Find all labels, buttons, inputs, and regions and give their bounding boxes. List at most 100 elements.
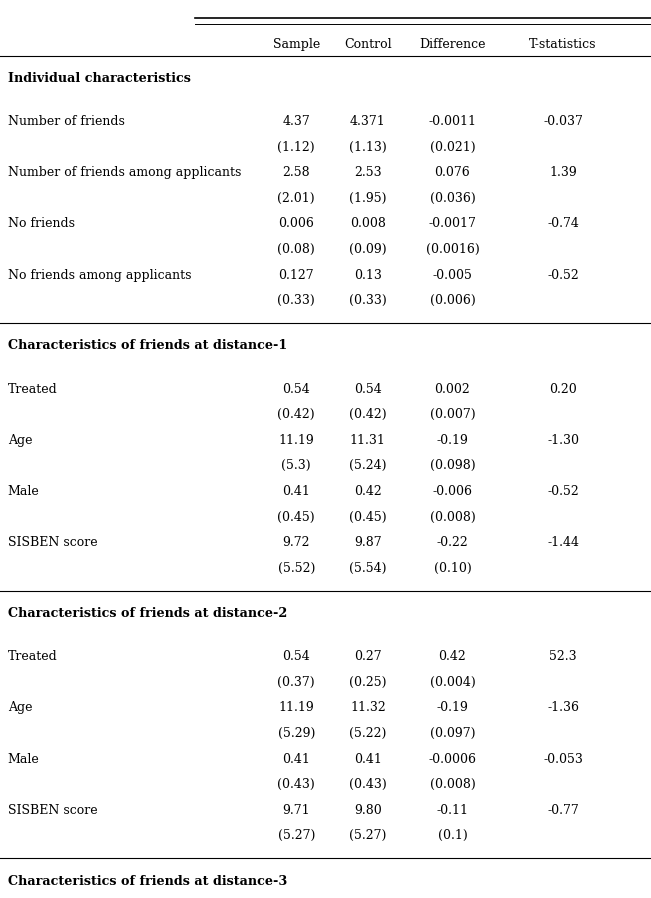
Text: -0.0011: -0.0011 xyxy=(428,115,477,128)
Text: (5.22): (5.22) xyxy=(349,727,387,740)
Text: Number of friends: Number of friends xyxy=(8,115,125,128)
Text: -0.005: -0.005 xyxy=(432,269,473,281)
Text: (0.098): (0.098) xyxy=(430,459,475,472)
Text: (0.33): (0.33) xyxy=(277,294,315,307)
Text: -0.77: -0.77 xyxy=(547,804,579,816)
Text: Treated: Treated xyxy=(8,650,57,663)
Text: 0.41: 0.41 xyxy=(283,753,310,765)
Text: SISBEN score: SISBEN score xyxy=(8,536,98,549)
Text: 0.076: 0.076 xyxy=(435,166,470,179)
Text: No friends among applicants: No friends among applicants xyxy=(8,269,191,281)
Text: Characteristics of friends at distance-2: Characteristics of friends at distance-2 xyxy=(8,607,287,620)
Text: (0.008): (0.008) xyxy=(430,510,475,524)
Text: (5.27): (5.27) xyxy=(349,830,387,842)
Text: Characteristics of friends at distance-3: Characteristics of friends at distance-3 xyxy=(8,875,287,887)
Text: Male: Male xyxy=(8,753,40,765)
Text: Characteristics of friends at distance-1: Characteristics of friends at distance-1 xyxy=(8,339,287,352)
Text: 0.42: 0.42 xyxy=(354,485,381,497)
Text: (0.43): (0.43) xyxy=(277,778,315,791)
Text: (0.09): (0.09) xyxy=(349,243,387,256)
Text: -1.44: -1.44 xyxy=(547,536,579,549)
Text: 52.3: 52.3 xyxy=(549,650,577,663)
Text: 9.87: 9.87 xyxy=(354,536,381,549)
Text: (0.1): (0.1) xyxy=(437,830,467,842)
Text: (1.95): (1.95) xyxy=(349,192,387,205)
Text: 0.41: 0.41 xyxy=(283,485,310,497)
Text: -0.19: -0.19 xyxy=(437,434,468,446)
Text: (5.24): (5.24) xyxy=(349,459,387,472)
Text: -0.037: -0.037 xyxy=(543,115,583,128)
Text: 0.54: 0.54 xyxy=(354,383,381,395)
Text: (0.37): (0.37) xyxy=(277,676,315,689)
Text: 11.19: 11.19 xyxy=(279,434,314,446)
Text: 11.19: 11.19 xyxy=(279,701,314,714)
Text: (0.097): (0.097) xyxy=(430,727,475,740)
Text: (5.27): (5.27) xyxy=(277,830,315,842)
Text: (0.43): (0.43) xyxy=(349,778,387,791)
Text: 0.42: 0.42 xyxy=(439,650,466,663)
Text: 9.71: 9.71 xyxy=(283,804,310,816)
Text: 0.54: 0.54 xyxy=(283,650,310,663)
Text: 0.008: 0.008 xyxy=(350,217,386,230)
Text: -0.0017: -0.0017 xyxy=(428,217,477,230)
Text: (0.0016): (0.0016) xyxy=(426,243,479,256)
Text: 4.371: 4.371 xyxy=(350,115,385,128)
Text: (0.036): (0.036) xyxy=(430,192,475,205)
Text: (5.29): (5.29) xyxy=(277,727,315,740)
Text: (0.45): (0.45) xyxy=(277,510,315,524)
Text: 0.006: 0.006 xyxy=(278,217,314,230)
Text: Number of friends among applicants: Number of friends among applicants xyxy=(8,166,241,179)
Text: (0.45): (0.45) xyxy=(349,510,387,524)
Text: -0.0006: -0.0006 xyxy=(428,753,477,765)
Text: 0.54: 0.54 xyxy=(283,383,310,395)
Text: Difference: Difference xyxy=(419,38,486,50)
Text: (0.08): (0.08) xyxy=(277,243,315,256)
Text: (0.25): (0.25) xyxy=(349,676,387,689)
Text: 9.72: 9.72 xyxy=(283,536,310,549)
Text: Control: Control xyxy=(344,38,392,50)
Text: 11.31: 11.31 xyxy=(350,434,386,446)
Text: 0.20: 0.20 xyxy=(549,383,577,395)
Text: -0.19: -0.19 xyxy=(437,701,468,714)
Text: -0.52: -0.52 xyxy=(547,269,579,281)
Text: (1.13): (1.13) xyxy=(349,141,387,154)
Text: 9.80: 9.80 xyxy=(354,804,381,816)
Text: (0.004): (0.004) xyxy=(430,676,475,689)
Text: (5.52): (5.52) xyxy=(277,562,315,575)
Text: (5.54): (5.54) xyxy=(349,562,387,575)
Text: SISBEN score: SISBEN score xyxy=(8,804,98,816)
Text: -0.006: -0.006 xyxy=(432,485,473,497)
Text: 0.41: 0.41 xyxy=(354,753,381,765)
Text: -0.11: -0.11 xyxy=(436,804,469,816)
Text: 11.32: 11.32 xyxy=(350,701,385,714)
Text: (0.33): (0.33) xyxy=(349,294,387,307)
Text: -1.36: -1.36 xyxy=(547,701,579,714)
Text: 0.002: 0.002 xyxy=(435,383,470,395)
Text: (0.10): (0.10) xyxy=(434,562,471,575)
Text: -0.52: -0.52 xyxy=(547,485,579,497)
Text: -1.30: -1.30 xyxy=(547,434,579,446)
Text: T-statistics: T-statistics xyxy=(529,38,597,50)
Text: Age: Age xyxy=(8,701,33,714)
Text: Sample: Sample xyxy=(273,38,320,50)
Text: -0.22: -0.22 xyxy=(437,536,468,549)
Text: (0.008): (0.008) xyxy=(430,778,475,791)
Text: 2.53: 2.53 xyxy=(354,166,381,179)
Text: 0.13: 0.13 xyxy=(354,269,381,281)
Text: 0.27: 0.27 xyxy=(354,650,381,663)
Text: (0.006): (0.006) xyxy=(430,294,475,307)
Text: 1.39: 1.39 xyxy=(549,166,577,179)
Text: (0.021): (0.021) xyxy=(430,141,475,154)
Text: (0.42): (0.42) xyxy=(277,408,315,421)
Text: Male: Male xyxy=(8,485,40,497)
Text: Individual characteristics: Individual characteristics xyxy=(8,72,191,84)
Text: Age: Age xyxy=(8,434,33,446)
Text: 0.127: 0.127 xyxy=(279,269,314,281)
Text: Treated: Treated xyxy=(8,383,57,395)
Text: (1.12): (1.12) xyxy=(277,141,315,154)
Text: (2.01): (2.01) xyxy=(277,192,315,205)
Text: (5.3): (5.3) xyxy=(281,459,311,472)
Text: No friends: No friends xyxy=(8,217,75,230)
Text: -0.053: -0.053 xyxy=(543,753,583,765)
Text: -0.74: -0.74 xyxy=(547,217,579,230)
